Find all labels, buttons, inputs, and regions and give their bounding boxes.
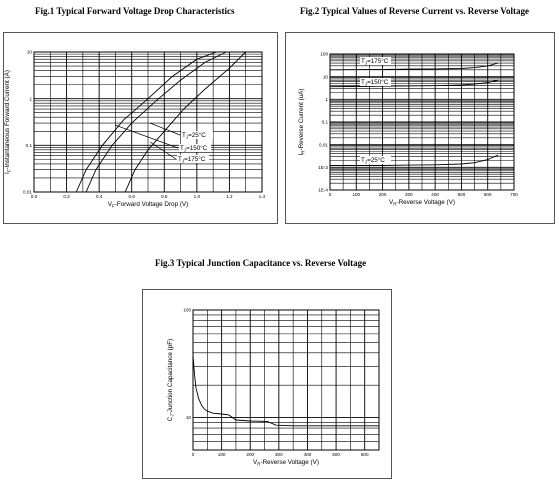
fig1-ytick-label: 10: [27, 50, 33, 55]
fig1-ylabel: IF-Instantaneous Forward Current (A): [4, 70, 12, 174]
fig2-plot: 0 100 200 300 400 500 600 700 1E-4 1E-3 0.01 0.1 1 10…: [318, 52, 518, 197]
fig1-series-line: [124, 51, 247, 193]
fig2-frame: [329, 53, 515, 191]
fig2-xtick-label: 100: [352, 192, 360, 197]
fig1-annotation-bg: [179, 144, 211, 152]
fig1-annotation: TJ=175°C: [178, 155, 206, 164]
fig1-annotation-leader: [114, 124, 179, 149]
fig2-annotation-bg: [360, 78, 391, 86]
fig1-xtick-label: 0.2: [63, 194, 70, 199]
fig1-xtick-label: 0.4: [96, 194, 103, 199]
fig1-annotation-bg: [177, 155, 209, 163]
fig2-xtick-label: 600: [484, 192, 492, 197]
fig3-xlabel: VR-Reverse Voltage (V): [253, 459, 319, 467]
fig2-annotation: TJ=150°C: [361, 78, 389, 87]
fig2-xtick-label: 700: [510, 192, 518, 197]
fig2-annotation-bg: [360, 57, 391, 65]
fig1-series-line: [75, 51, 217, 193]
fig2-title: Fig.2 Typical Values of Reverse Current …: [300, 6, 529, 16]
fig1-ytick-label: 0.01: [23, 190, 32, 195]
fig1-xlabel: VF-Forward Voltage Drop (V): [108, 201, 188, 209]
fig2-ytick-label: 1E-4: [318, 188, 328, 193]
fig1-ytick-label: 0.1: [26, 143, 33, 148]
fig3-ylabel: CJ-Junction Capacitance (pF): [167, 339, 175, 421]
fig3-plot: 0 100 200 300 400 500 600 10 100: [183, 308, 380, 457]
fig1-xtick-label: 0.0: [31, 194, 38, 199]
fig3-series-line: [192, 355, 379, 427]
fig2-annotation-bg: [360, 156, 391, 164]
fig3-xtick-label: 400: [304, 452, 312, 457]
fig1-annotation-leader: [149, 122, 181, 136]
fig2-ytick-label: 100: [320, 52, 328, 57]
fig2-xtick-label: 0: [329, 192, 332, 197]
fig1-xtick-label: 1.0: [194, 194, 201, 199]
fig3-ytick-label: 100: [183, 308, 191, 313]
fig1-xtick-label: 1.4: [259, 194, 266, 199]
fig1-annotation-leader: [149, 141, 177, 160]
fig1-frame: [33, 51, 263, 193]
fig1-series-line: [85, 51, 227, 193]
fig2-ytick-label: 10: [323, 74, 329, 79]
fig3-xtick-label: 100: [218, 452, 226, 457]
fig3-title: Fig.3 Typical Junction Capacitance vs. R…: [155, 258, 367, 268]
fig2-ytick-label: 1E-3: [318, 165, 328, 170]
fig3-ytick-label: 10: [186, 415, 192, 420]
fig2-xtick-label: 500: [458, 192, 466, 197]
fig2-ytick-label: 0.01: [319, 142, 328, 147]
fig3-xtick-label: 300: [275, 452, 283, 457]
fig2-series-line: [329, 62, 499, 71]
fig1-plot: 0.0 0.2 0.4 0.6 0.8 1.0 1.2 1.4 0.01 0.1 1 10: [23, 50, 266, 199]
fig2-xtick-label: 400: [431, 192, 439, 197]
fig2-ytick-label: 1: [325, 97, 328, 102]
fig3-xtick-label: 0: [192, 452, 195, 457]
fig1-annotation: TJ=150°C: [180, 144, 208, 153]
fig1-xtick-label: 1.2: [226, 194, 233, 199]
fig1-title: Fig.1 Typical Forward Voltage Drop Chara…: [35, 6, 235, 16]
fig1-ytick-label: 1: [29, 96, 32, 101]
fig3-xtick-label: 500: [332, 452, 340, 457]
fig1-xtick-label: 0.8: [161, 194, 168, 199]
fig1-xtick-label: 0.6: [129, 194, 136, 199]
fig2-annotation: TJ=175°C: [361, 57, 389, 66]
fig3-xtick-label: 200: [246, 452, 254, 457]
fig2-annotation: TJ=25°C: [361, 156, 385, 165]
fig3-xtick-label: 600: [361, 452, 369, 457]
fig1-annotation-bg: [181, 131, 213, 139]
fig2-xtick-label: 300: [405, 192, 413, 197]
fig3-frame: [192, 309, 380, 451]
fig2-series-line: [329, 79, 499, 88]
fig2-xtick-label: 200: [379, 192, 387, 197]
fig2-xlabel: VR-Reverse Voltage (V): [389, 199, 455, 207]
fig2-ylabel: IR-Reverse Current (uA): [298, 89, 306, 156]
fig1-annotation: TJ=25°C: [182, 131, 206, 140]
fig2-ytick-label: 0.1: [322, 120, 329, 125]
fig2-series-line: [330, 154, 499, 166]
